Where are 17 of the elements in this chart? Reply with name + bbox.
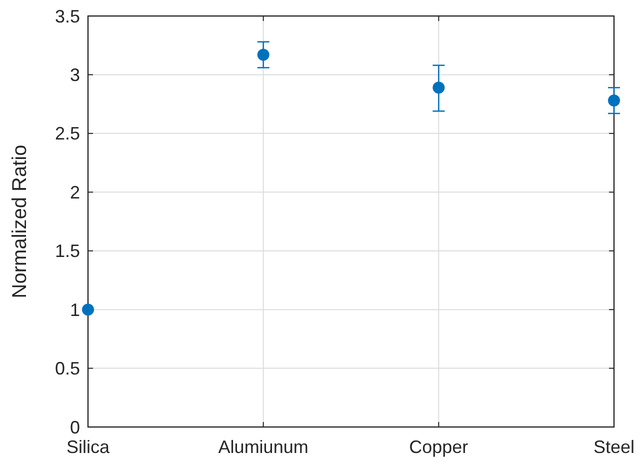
y-tick-label: 3.5 — [54, 6, 80, 26]
point — [257, 48, 270, 61]
y-tick-label: 0.5 — [54, 358, 80, 379]
y-tick-label: 2 — [70, 182, 80, 202]
point — [82, 304, 94, 316]
x-tick-label: Silica — [66, 437, 110, 457]
point — [432, 82, 445, 94]
x-tick-label: Steel — [593, 437, 635, 457]
y-tick-label: 3 — [70, 65, 80, 86]
point — [608, 94, 620, 107]
y-tick-label: 0 — [70, 417, 80, 438]
y-tick-label: 2.5 — [54, 124, 80, 144]
x-tick-label: Copper — [409, 437, 468, 457]
y-tick-label: 1.5 — [54, 241, 80, 262]
y-axis-title: Normalized Ratio — [9, 144, 31, 298]
x-tick-label: Alumiunum — [218, 437, 308, 457]
y-tick-label: 1 — [70, 300, 80, 320]
